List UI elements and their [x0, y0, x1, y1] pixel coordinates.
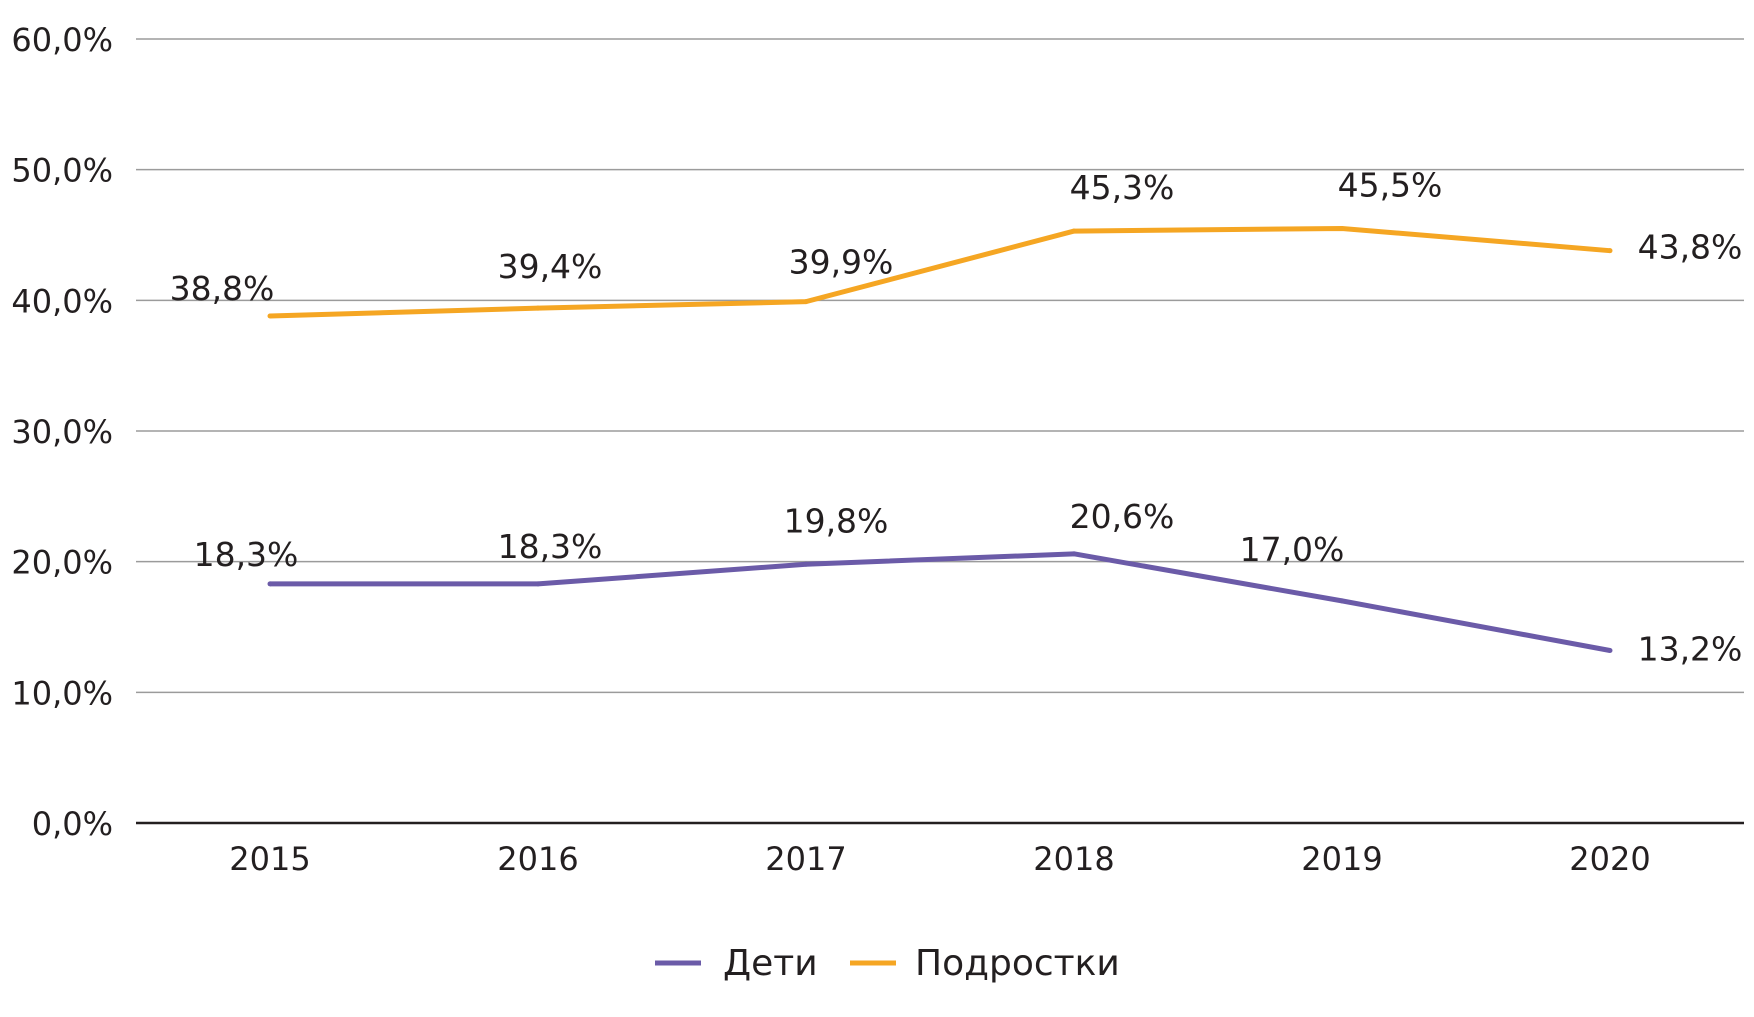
x-tick-label: 2020 [1569, 840, 1650, 878]
y-tick-label: 30,0% [11, 413, 113, 451]
data-point [1071, 228, 1077, 234]
x-tick-label: 2018 [1033, 840, 1114, 878]
data-label: 39,9% [789, 243, 894, 282]
data-point [1071, 551, 1077, 557]
y-tick-label: 50,0% [11, 152, 113, 190]
data-label: 20,6% [1070, 497, 1175, 536]
data-point [535, 305, 541, 311]
legend-item: Дети [655, 943, 818, 984]
data-point [1607, 648, 1613, 654]
data-point [803, 299, 809, 305]
data-point [1607, 248, 1613, 254]
data-label: 43,8% [1638, 228, 1743, 267]
data-label: 13,2% [1638, 630, 1743, 669]
data-point [267, 581, 273, 587]
data-labels: 18,3% 18,3% 19,8% 20,6% 17,0% 13,2% 38,8% 39,4%… [170, 165, 1743, 668]
x-tick-label: 2016 [497, 840, 578, 878]
axes: 0,0% 10,0% 20,0% 30,0% 40,0% 50,0% 60,0% 2015 20… [11, 21, 1744, 878]
series-lines [267, 225, 1613, 654]
data-label: 39,4% [498, 247, 603, 286]
gridlines [136, 38, 1744, 694]
x-tick-label: 2015 [229, 840, 310, 878]
y-tick-label: 0,0% [32, 805, 113, 843]
data-label: 17,0% [1240, 530, 1345, 569]
data-label: 45,5% [1338, 165, 1443, 204]
data-label: 19,8% [784, 501, 889, 540]
data-point [535, 581, 541, 587]
legend-item: Подростки [850, 943, 1120, 984]
data-label: 45,3% [1070, 168, 1175, 207]
data-point [267, 313, 273, 319]
y-tick-label: 20,0% [11, 544, 113, 582]
series-line-1 [269, 225, 1611, 319]
data-label: 18,3% [498, 527, 603, 566]
data-point [1339, 598, 1345, 604]
legend-label: Дети [723, 943, 818, 984]
x-tick-label: 2017 [765, 840, 846, 878]
legend: Дети Подростки [655, 943, 1120, 984]
y-tick-label: 40,0% [11, 282, 113, 320]
series-line-0 [270, 551, 1611, 653]
y-tick-label: 60,0% [11, 21, 113, 59]
data-point [803, 561, 809, 567]
x-tick-label: 2019 [1301, 840, 1382, 878]
legend-label: Подростки [915, 943, 1120, 984]
data-label: 18,3% [194, 535, 299, 574]
data-point [1339, 225, 1345, 231]
data-label: 38,8% [170, 269, 275, 308]
y-tick-label: 10,0% [11, 674, 113, 712]
